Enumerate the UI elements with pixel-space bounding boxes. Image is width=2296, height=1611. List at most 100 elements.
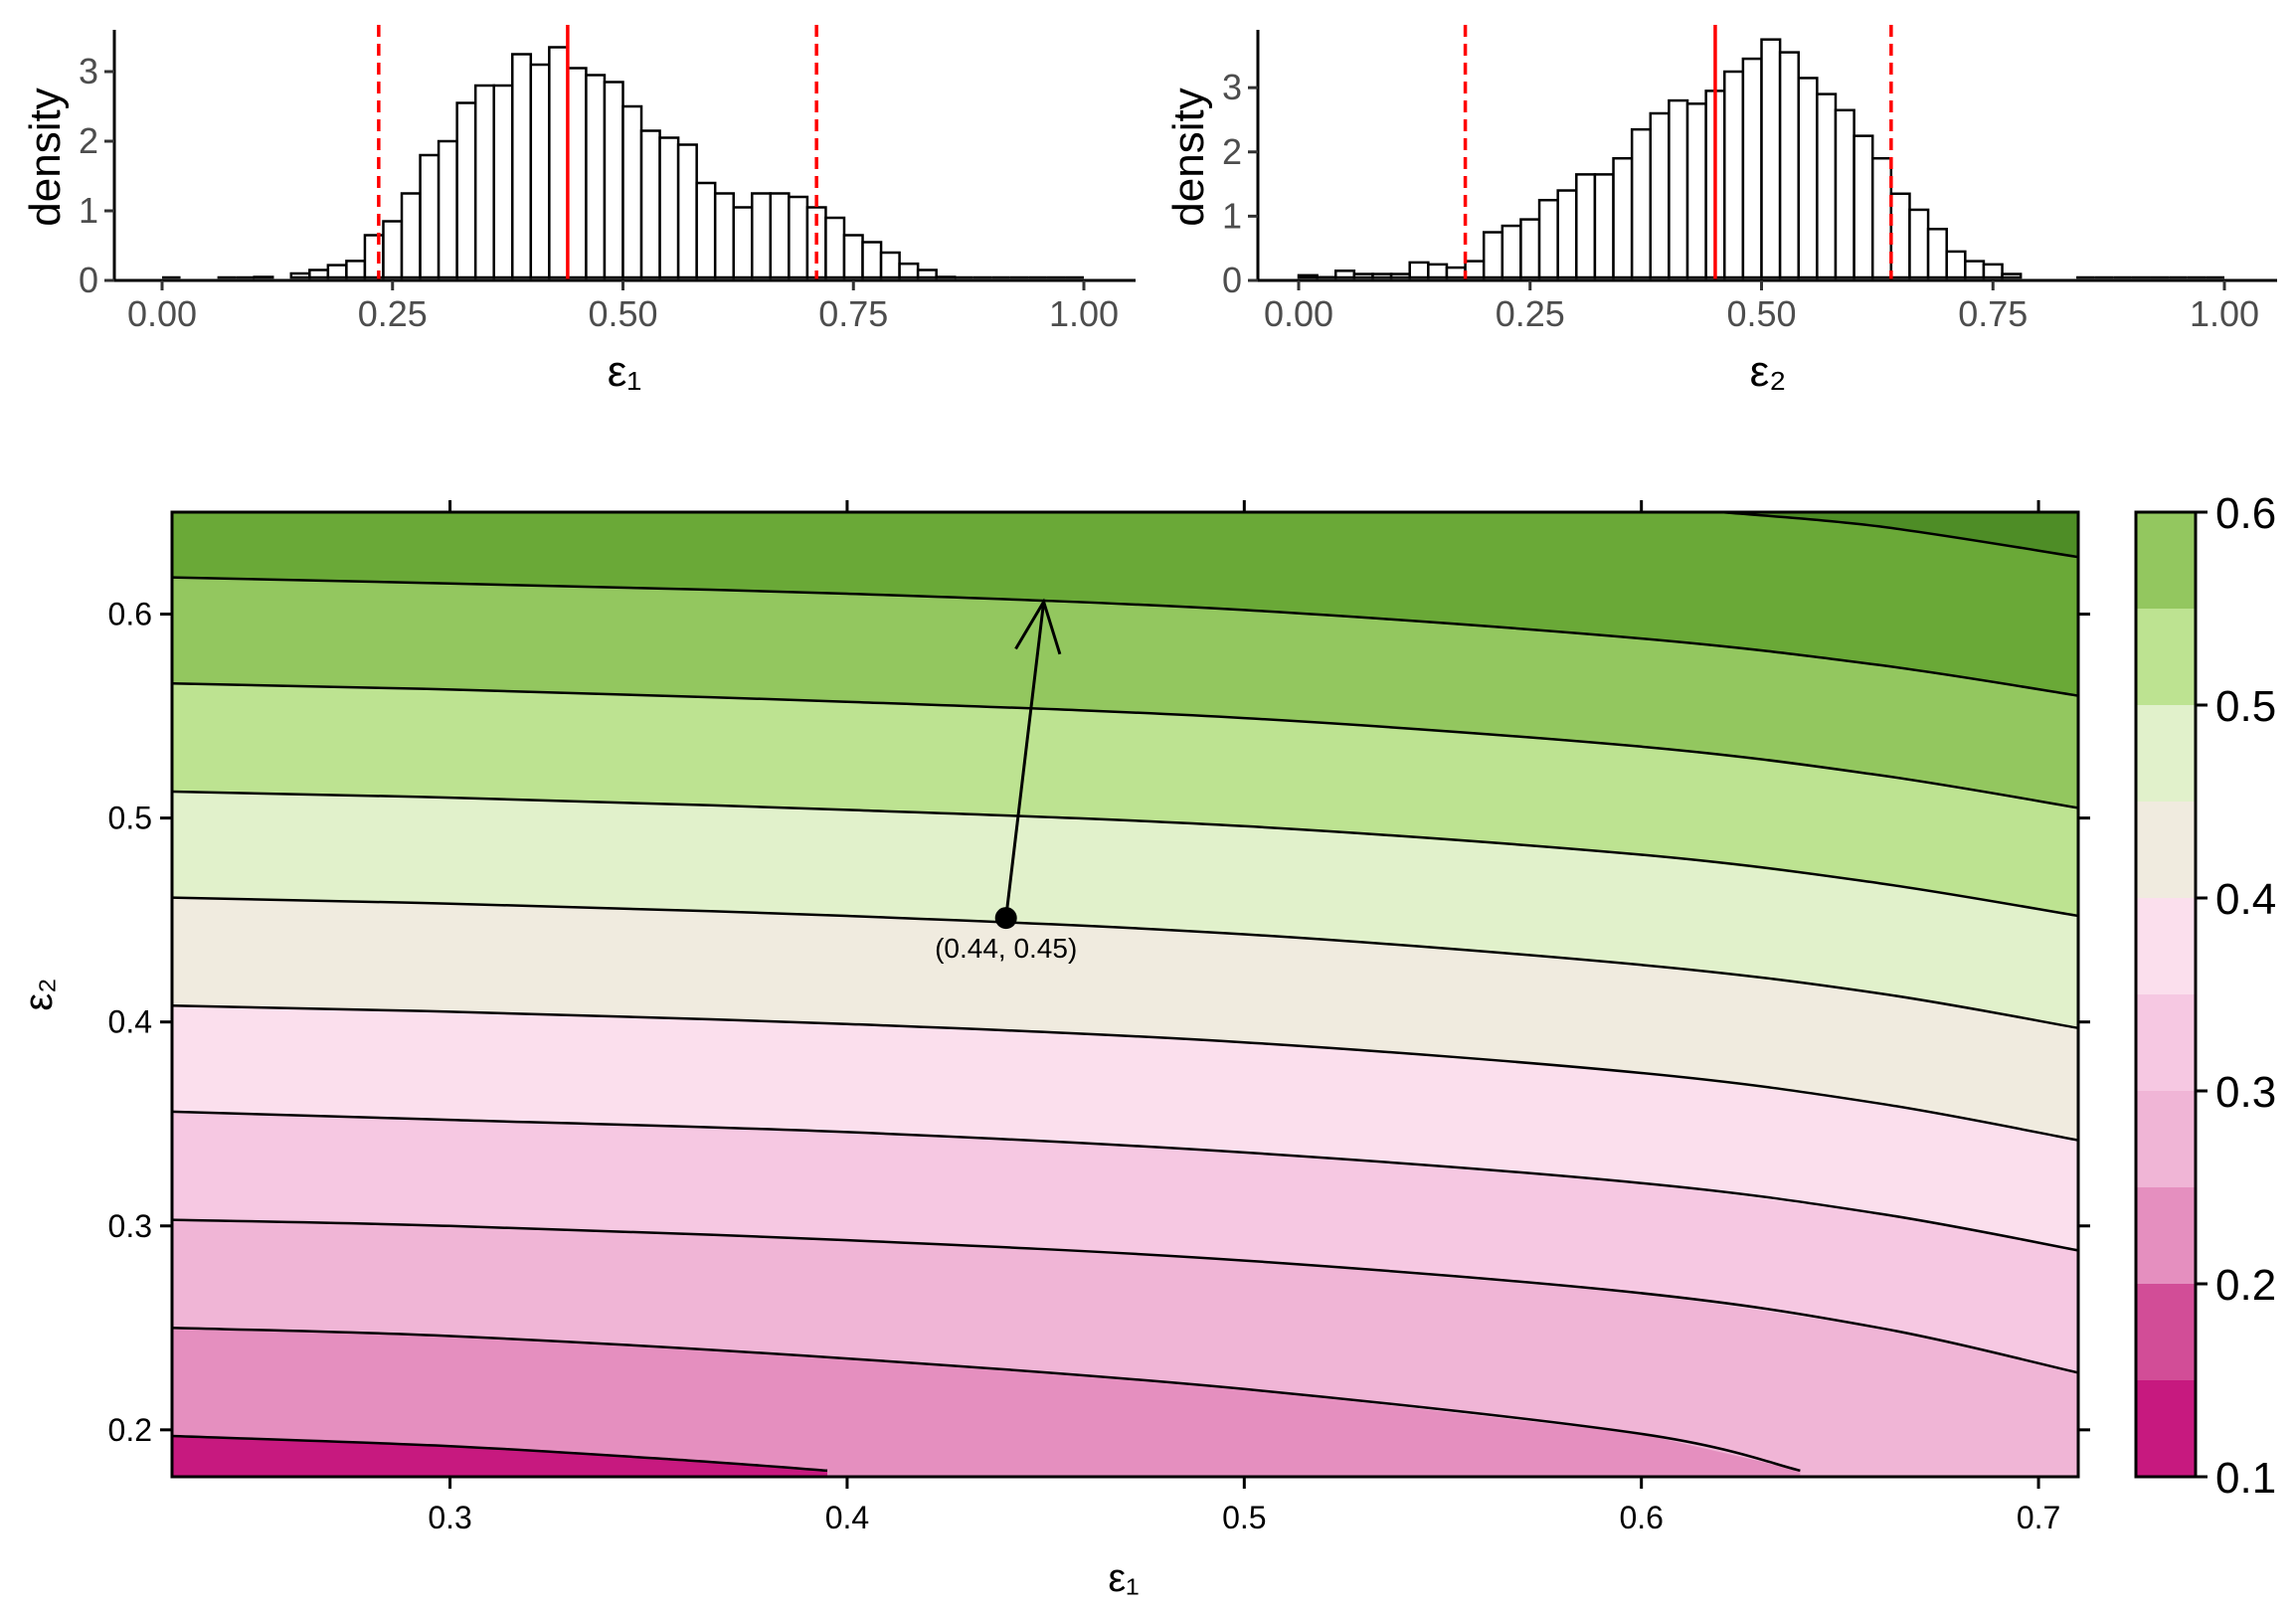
histogram-epsilon1-reference-lines [377, 25, 818, 280]
histogram-bar [585, 74, 607, 279]
x-tick-label: 0.3 [428, 1500, 471, 1535]
histogram-epsilon2: 0.00 0.25 0.50 0.75 1.00 0 1 2 3 ε₂ density [1164, 25, 2277, 396]
histogram-epsilon1: 0.00 0.25 0.50 0.75 1.00 0 1 2 3 ε₁ density [21, 25, 1136, 396]
histogram-bar [1537, 198, 1559, 279]
colorbar-swatch [2136, 609, 2196, 705]
colorbar-tick-label: 0.3 [2215, 1068, 2276, 1117]
x-tick-label: 0.50 [1726, 293, 1796, 334]
histogram-bar [1908, 208, 1930, 279]
histogram-bar [1778, 51, 1800, 279]
histogram-bar [345, 260, 367, 279]
histogram-bar [732, 206, 754, 279]
x-tick-label: 0.25 [1496, 293, 1565, 334]
histogram-bar [676, 143, 698, 279]
histogram-bar [382, 220, 404, 279]
histogram-bar [1427, 263, 1449, 279]
histogram-bar [1630, 127, 1653, 279]
contour-line [172, 1327, 1801, 1473]
histogram-bar [1926, 228, 1948, 279]
histogram-bar [1668, 98, 1689, 279]
y-tick-label: 0.5 [108, 801, 152, 836]
histogram-epsilon1-bars [162, 46, 1084, 279]
histogram-bar [916, 268, 938, 279]
histogram-bar [511, 53, 533, 279]
x-tick-label: 0.75 [1958, 293, 2028, 334]
colorbar-swatch [2136, 1091, 2196, 1187]
histogram-bar [289, 271, 311, 279]
contour-line [172, 576, 2078, 697]
histogram-bar [713, 192, 735, 279]
x-tick-label: 0.7 [2017, 1500, 2060, 1535]
histogram-bar [548, 46, 570, 279]
arrow-shaft [1004, 602, 1046, 919]
colorbar-swatch [2136, 1380, 2196, 1477]
y-tick-label: 0.2 [108, 1412, 152, 1448]
contour-line [172, 896, 2078, 1030]
histogram-epsilon2-y-ticks: 0 1 2 3 [1222, 67, 1258, 300]
contour-line [1720, 512, 2078, 559]
x-tick-label: 0.50 [588, 293, 657, 334]
histogram-epsilon1-x-label: ε₁ [608, 347, 641, 396]
histogram-bar [1741, 57, 1763, 279]
histogram-bar [1685, 102, 1707, 279]
colorbar-tick-label: 0.6 [2215, 489, 2276, 538]
colorbar-swatch [2136, 898, 2196, 994]
histogram-bar [1723, 70, 1745, 279]
histogram-epsilon1-x-ticks: 0.00 0.25 0.50 0.75 1.00 [127, 280, 1119, 334]
histogram-bar [898, 262, 920, 279]
x-tick-label: 0.5 [1222, 1500, 1266, 1535]
histogram-epsilon2-x-label: ε₂ [1750, 347, 1787, 396]
histogram-bar [751, 192, 773, 279]
y-tick-label: 0.3 [108, 1208, 152, 1244]
histogram-bar [879, 251, 901, 279]
histogram-bar [695, 181, 717, 279]
histogram-bar [326, 264, 348, 279]
histogram-bar [1612, 156, 1634, 279]
histogram-bar [1889, 192, 1911, 279]
contour-line [172, 682, 2078, 809]
histogram-bar [1816, 92, 1838, 279]
colorbar-tick-label: 0.5 [2215, 682, 2276, 731]
contour-y-label: ε₂ [17, 978, 61, 1010]
contour-line [172, 1110, 2078, 1252]
colorbar-swatch [2136, 1187, 2196, 1284]
histogram-bar [769, 192, 791, 279]
x-tick-label: 0.75 [818, 293, 888, 334]
x-tick-label: 0.25 [358, 293, 428, 334]
x-tick-label: 0.4 [825, 1500, 869, 1535]
x-tick-label: 1.00 [2190, 293, 2259, 334]
histogram-bar [1352, 272, 1374, 279]
histogram-bar [419, 153, 441, 279]
colorbar-border [2134, 510, 2198, 1479]
histogram-epsilon2-reference-lines [1463, 25, 1893, 280]
histogram-bar [842, 234, 864, 279]
colorbar-tick-label: 0.4 [2215, 875, 2276, 924]
histogram-epsilon2-x-ticks: 0.00 0.25 0.50 0.75 1.00 [1264, 280, 2259, 334]
histogram-epsilon1-y-ticks: 0 1 2 3 [79, 51, 114, 300]
histogram-bar [400, 192, 422, 279]
y-tick-label: 0 [1222, 260, 1242, 300]
colorbar-swatches [2136, 512, 2196, 1477]
y-tick-label: 3 [79, 51, 98, 91]
colorbar-swatch [2136, 802, 2196, 898]
contour-line [172, 1218, 2078, 1374]
colorbar-ticks: 0.1 0.2 0.3 0.4 0.5 0.6 [2196, 489, 2276, 1503]
y-tick-label: 1 [1222, 195, 1242, 236]
x-tick-label: 1.00 [1049, 293, 1119, 334]
colorbar-swatch [2136, 994, 2196, 1091]
colorbar-tick-label: 0.1 [2215, 1454, 2276, 1503]
histogram-bar [566, 67, 588, 279]
histogram-bar [1834, 108, 1855, 279]
colorbar-swatch [2136, 512, 2196, 609]
histogram-bar [1945, 250, 1967, 279]
estimate-point-label: (0.44, 0.45) [935, 933, 1077, 964]
contour-x-label: ε₁ [1108, 1556, 1139, 1600]
contour-bands [172, 512, 2078, 1477]
y-tick-label: 3 [1222, 67, 1242, 107]
contour-annotation: (0.44, 0.45) [935, 598, 1077, 964]
histogram-bar [529, 63, 551, 279]
arrow-head [1014, 598, 1062, 655]
x-tick-label: 0.6 [1619, 1500, 1663, 1535]
histogram-bar [1371, 272, 1393, 279]
